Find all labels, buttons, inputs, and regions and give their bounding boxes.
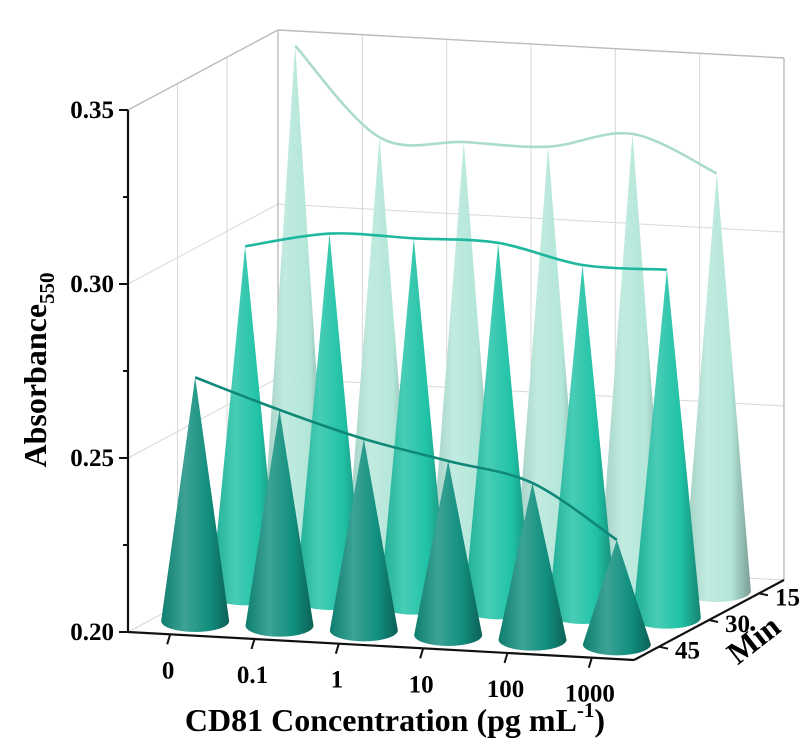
y-tick-label: 0.35 [70,97,114,124]
cone-mark [548,265,617,625]
x-axis-line [127,630,635,662]
series-30 [211,232,701,629]
cone-mark [161,377,230,632]
frame-edge [277,29,785,59]
y-axis-title-subscript: 550 [35,272,59,304]
x-tick-label: 1 [331,667,344,694]
cone-mark [211,246,280,606]
trend-line [294,44,718,175]
z-tick [708,619,719,623]
cone-mark [329,438,398,642]
y-tick-label: 0.20 [70,619,114,646]
cone-mark [682,173,751,603]
y-tick-label: 0.30 [70,271,114,298]
x-axis-title: CD81 Concentration (pg mL-1) [185,698,605,738]
z-tick [758,592,769,597]
x-tick-label: 0.1 [237,662,268,689]
cone-mark [498,483,567,651]
axes [119,29,785,668]
x-tick-label: 100 [487,676,525,703]
cone-mark [632,269,701,629]
x-tick [250,638,256,650]
x-tick-label: 1000 [565,681,615,708]
x-tick [419,648,425,659]
tick-labels: 0.20 0.25 0.30 0.35 0 0.1 1 10 100 1000 15 30 45 [70,97,800,708]
x-tick [587,657,593,668]
cone-mark [295,233,364,610]
gridline-y [127,29,785,111]
x-tick [334,643,340,654]
x-axis-title-superscript: -1 [577,698,595,722]
cone-mark [245,409,314,637]
cone-mark [379,238,448,615]
cone-mark [464,242,533,620]
series-45 [161,376,651,656]
trend-line [194,376,618,541]
cone-mark [414,461,483,647]
z-tick [658,645,669,650]
x-tick [166,634,172,645]
z-tick-label: 30 [725,611,750,638]
trend-line [245,232,667,271]
series-layer [161,44,751,656]
y-axis-title: Absorbance550 [17,272,59,467]
x-tick-label: 10 [409,671,434,698]
frame-edge [127,29,279,111]
x-tick-label: 0 [162,657,175,684]
z-tick-label: 15 [775,584,800,611]
cone-mark [582,539,651,656]
y-tick-label: 0.25 [70,445,114,472]
z-tick-label: 45 [675,638,700,665]
x-tick [503,652,509,664]
